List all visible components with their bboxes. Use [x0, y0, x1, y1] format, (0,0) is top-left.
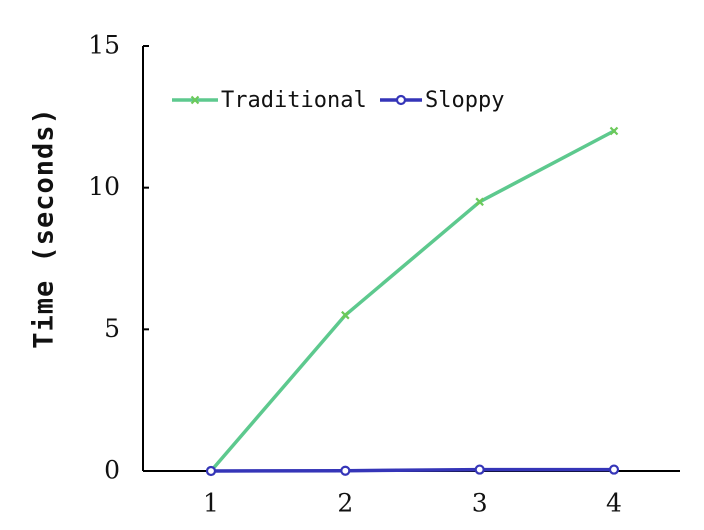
traditional-point [475, 197, 484, 207]
legend: Traditional Sloppy [172, 88, 504, 113]
legend-item-traditional: Traditional [172, 88, 367, 113]
series-sloppy [205, 464, 620, 477]
traditional-point [341, 310, 350, 320]
legend-label: Traditional [221, 88, 367, 113]
x-tick-label: 2 [337, 489, 353, 518]
sloppy-point [608, 464, 620, 475]
legend-marker [395, 94, 407, 106]
legend-label: Sloppy [425, 88, 504, 113]
y-tick-label: 5 [104, 314, 120, 343]
sloppy-point [474, 464, 485, 475]
y-tick-label: 10 [88, 172, 120, 201]
sloppy-point [340, 465, 351, 476]
series-layer [205, 126, 620, 477]
y-axis-label: Time (seconds) [29, 107, 60, 349]
sloppy-line [209, 467, 616, 473]
x-tick-label: 4 [606, 489, 622, 518]
sloppy-point [205, 465, 217, 477]
series-traditional [206, 126, 619, 476]
x-ticks: 1 2 3 4 [203, 489, 622, 518]
traditional-point [609, 126, 619, 136]
y-tick-label: 0 [104, 456, 120, 485]
traditional-line [209, 129, 616, 473]
y-ticks: 0 5 10 15 [88, 31, 149, 485]
x-tick-label: 3 [472, 489, 488, 518]
x-tick-label: 1 [203, 489, 219, 518]
y-tick-label: 15 [88, 31, 120, 60]
legend-marker [190, 95, 200, 105]
legend-item-sloppy: Sloppy [380, 88, 504, 113]
